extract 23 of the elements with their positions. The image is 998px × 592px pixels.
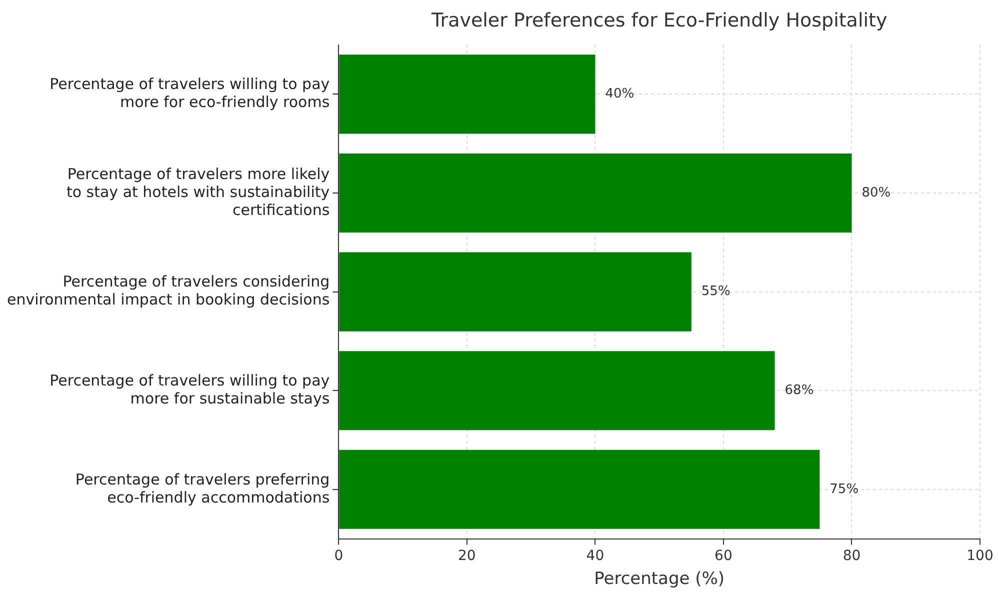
y-tick-label: Percentage of travelers considering environmental impact in booking decisions xyxy=(6,272,330,309)
x-tick-label: 0 xyxy=(334,548,344,564)
y-tick-label: Percentage of travelers willing to pay more for eco-friendly rooms xyxy=(50,75,330,112)
bar xyxy=(339,153,852,233)
x-tick-label: 60 xyxy=(714,548,732,564)
y-tick-label: Percentage of travelers willing to pay more for sustainable stays xyxy=(50,371,330,408)
data-label: 40% xyxy=(605,86,634,102)
y-tick-label: Percentage of travelers more likely to stay at hotels with sustainability certifications xyxy=(66,164,330,219)
x-tick-label: 100 xyxy=(966,548,994,564)
data-label: 75% xyxy=(830,482,859,497)
x-axis-title: Percentage (%) xyxy=(594,569,725,590)
data-label: 68% xyxy=(784,382,814,398)
x-tick-label: 40 xyxy=(586,548,604,564)
data-label: 80% xyxy=(862,185,891,200)
y-tick-label: Percentage of travelers preferring eco-friendly accommodations xyxy=(75,470,330,506)
bar xyxy=(339,54,596,134)
x-tick-label: 80 xyxy=(842,548,861,564)
bar xyxy=(339,351,775,430)
x-tick-label: 20 xyxy=(458,548,476,564)
bar xyxy=(339,450,820,529)
chart-title: Traveler Preferences for Eco-Friendly Hospitality xyxy=(430,9,888,32)
bar xyxy=(339,252,692,332)
data-label: 55% xyxy=(701,284,730,300)
